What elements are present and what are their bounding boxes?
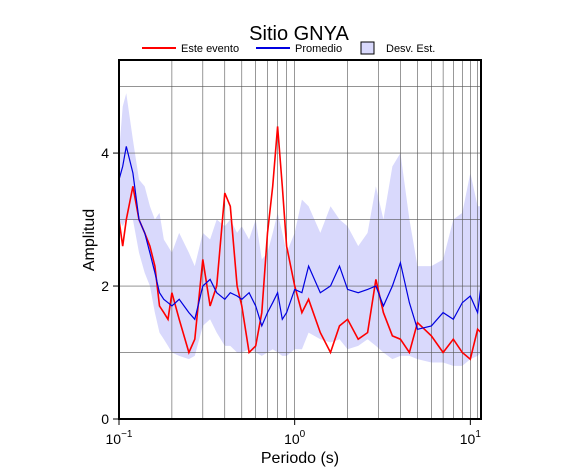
legend-label: Promedio: [295, 43, 342, 55]
chart-title: Sitio GNYA: [249, 23, 349, 45]
x-tick-label: 101: [460, 429, 482, 447]
std-band: [119, 93, 481, 366]
legend-label: Este evento: [181, 43, 239, 55]
x-tick-label: 100: [284, 429, 306, 447]
x-axis-label: Periodo (s): [261, 450, 339, 467]
y-tick-label: 2: [101, 278, 109, 294]
x-tick-exponent: 1: [475, 429, 481, 440]
legend-swatch: [360, 41, 375, 55]
y-axis-label: Amplitud: [81, 209, 98, 271]
plot-frame: [118, 59, 482, 420]
x-tick-base: 10: [284, 431, 300, 447]
x-tick-exponent: −1: [121, 429, 133, 440]
legend-label: Desv. Est.: [386, 43, 435, 55]
y-tick-label: 4: [101, 145, 109, 161]
y-tick-label: 0: [101, 411, 109, 427]
series-line: [118, 126, 482, 361]
x-tick-base: 10: [106, 431, 122, 447]
x-tick-label: 10−1: [106, 429, 133, 447]
x-tick-base: 10: [460, 431, 476, 447]
series-line: [118, 146, 482, 331]
x-tick-exponent: 0: [300, 429, 306, 440]
